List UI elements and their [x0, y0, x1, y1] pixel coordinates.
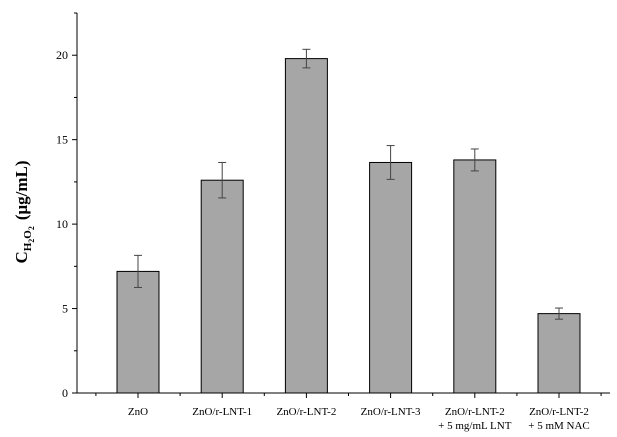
category-label-line: ZnO	[128, 406, 148, 418]
bars	[116, 58, 581, 394]
y-axis-title-unit: (μg/mL)	[12, 160, 31, 220]
category-label-line: ZnO/r-LNT-3	[361, 406, 421, 418]
bar	[200, 179, 244, 394]
y-tick-labels: 0 5 10 15 20	[56, 48, 68, 400]
category-label-line: ZnO/r-LNT-2	[445, 406, 505, 418]
error-bar	[134, 254, 142, 288]
category-label: ZnO/r-LNT-2	[276, 406, 336, 418]
bar	[453, 159, 497, 394]
y-tick-label: 15	[56, 133, 68, 147]
bar	[537, 313, 581, 394]
category-label: ZnO/r-LNT-2 + 5 mM NAC	[528, 406, 590, 432]
y-axis-title-main: C	[12, 251, 31, 263]
bar	[369, 161, 413, 394]
category-label: ZnO/r-LNT-2 + 5 mg/mL LNT	[438, 406, 512, 432]
y-axis	[72, 12, 78, 394]
y-axis-title-sub1: H	[22, 242, 34, 251]
y-tick-label: 0	[62, 386, 68, 400]
y-axis-title-sub3: O	[22, 230, 34, 239]
category-label: ZnO/r-LNT-1	[192, 406, 252, 418]
error-bar	[470, 148, 479, 172]
error-bar	[555, 307, 563, 320]
category-label-line: + 5 mM NAC	[528, 420, 590, 432]
y-tick-label: 20	[56, 48, 68, 62]
category-labels: ZnO ZnO/r-LNT-1 ZnO/r-LNT-2 ZnO/r-LNT-3 ZnO/…	[128, 406, 590, 432]
error-bars	[134, 48, 563, 320]
category-label: ZnO/r-LNT-3	[361, 406, 421, 418]
y-axis-title: CH2O2(μg/mL)	[12, 160, 36, 263]
y-tick-label: 10	[56, 217, 68, 231]
error-bar	[218, 161, 227, 199]
category-label-line: ZnO/r-LNT-2	[529, 406, 589, 418]
category-label: ZnO	[128, 406, 148, 418]
bar	[284, 58, 328, 394]
y-axis-title-sub4: 2	[27, 226, 36, 230]
category-label-line: + 5 mg/mL LNT	[438, 420, 512, 432]
category-label-line: ZnO/r-LNT-2	[276, 406, 336, 418]
y-axis-title-sub2: 2	[27, 239, 36, 243]
category-label-line: ZnO/r-LNT-1	[192, 406, 252, 418]
bar	[116, 270, 160, 394]
error-bar	[386, 145, 395, 180]
y-tick-label: 5	[62, 302, 68, 316]
error-bar	[302, 48, 311, 69]
x-axis	[77, 392, 610, 398]
